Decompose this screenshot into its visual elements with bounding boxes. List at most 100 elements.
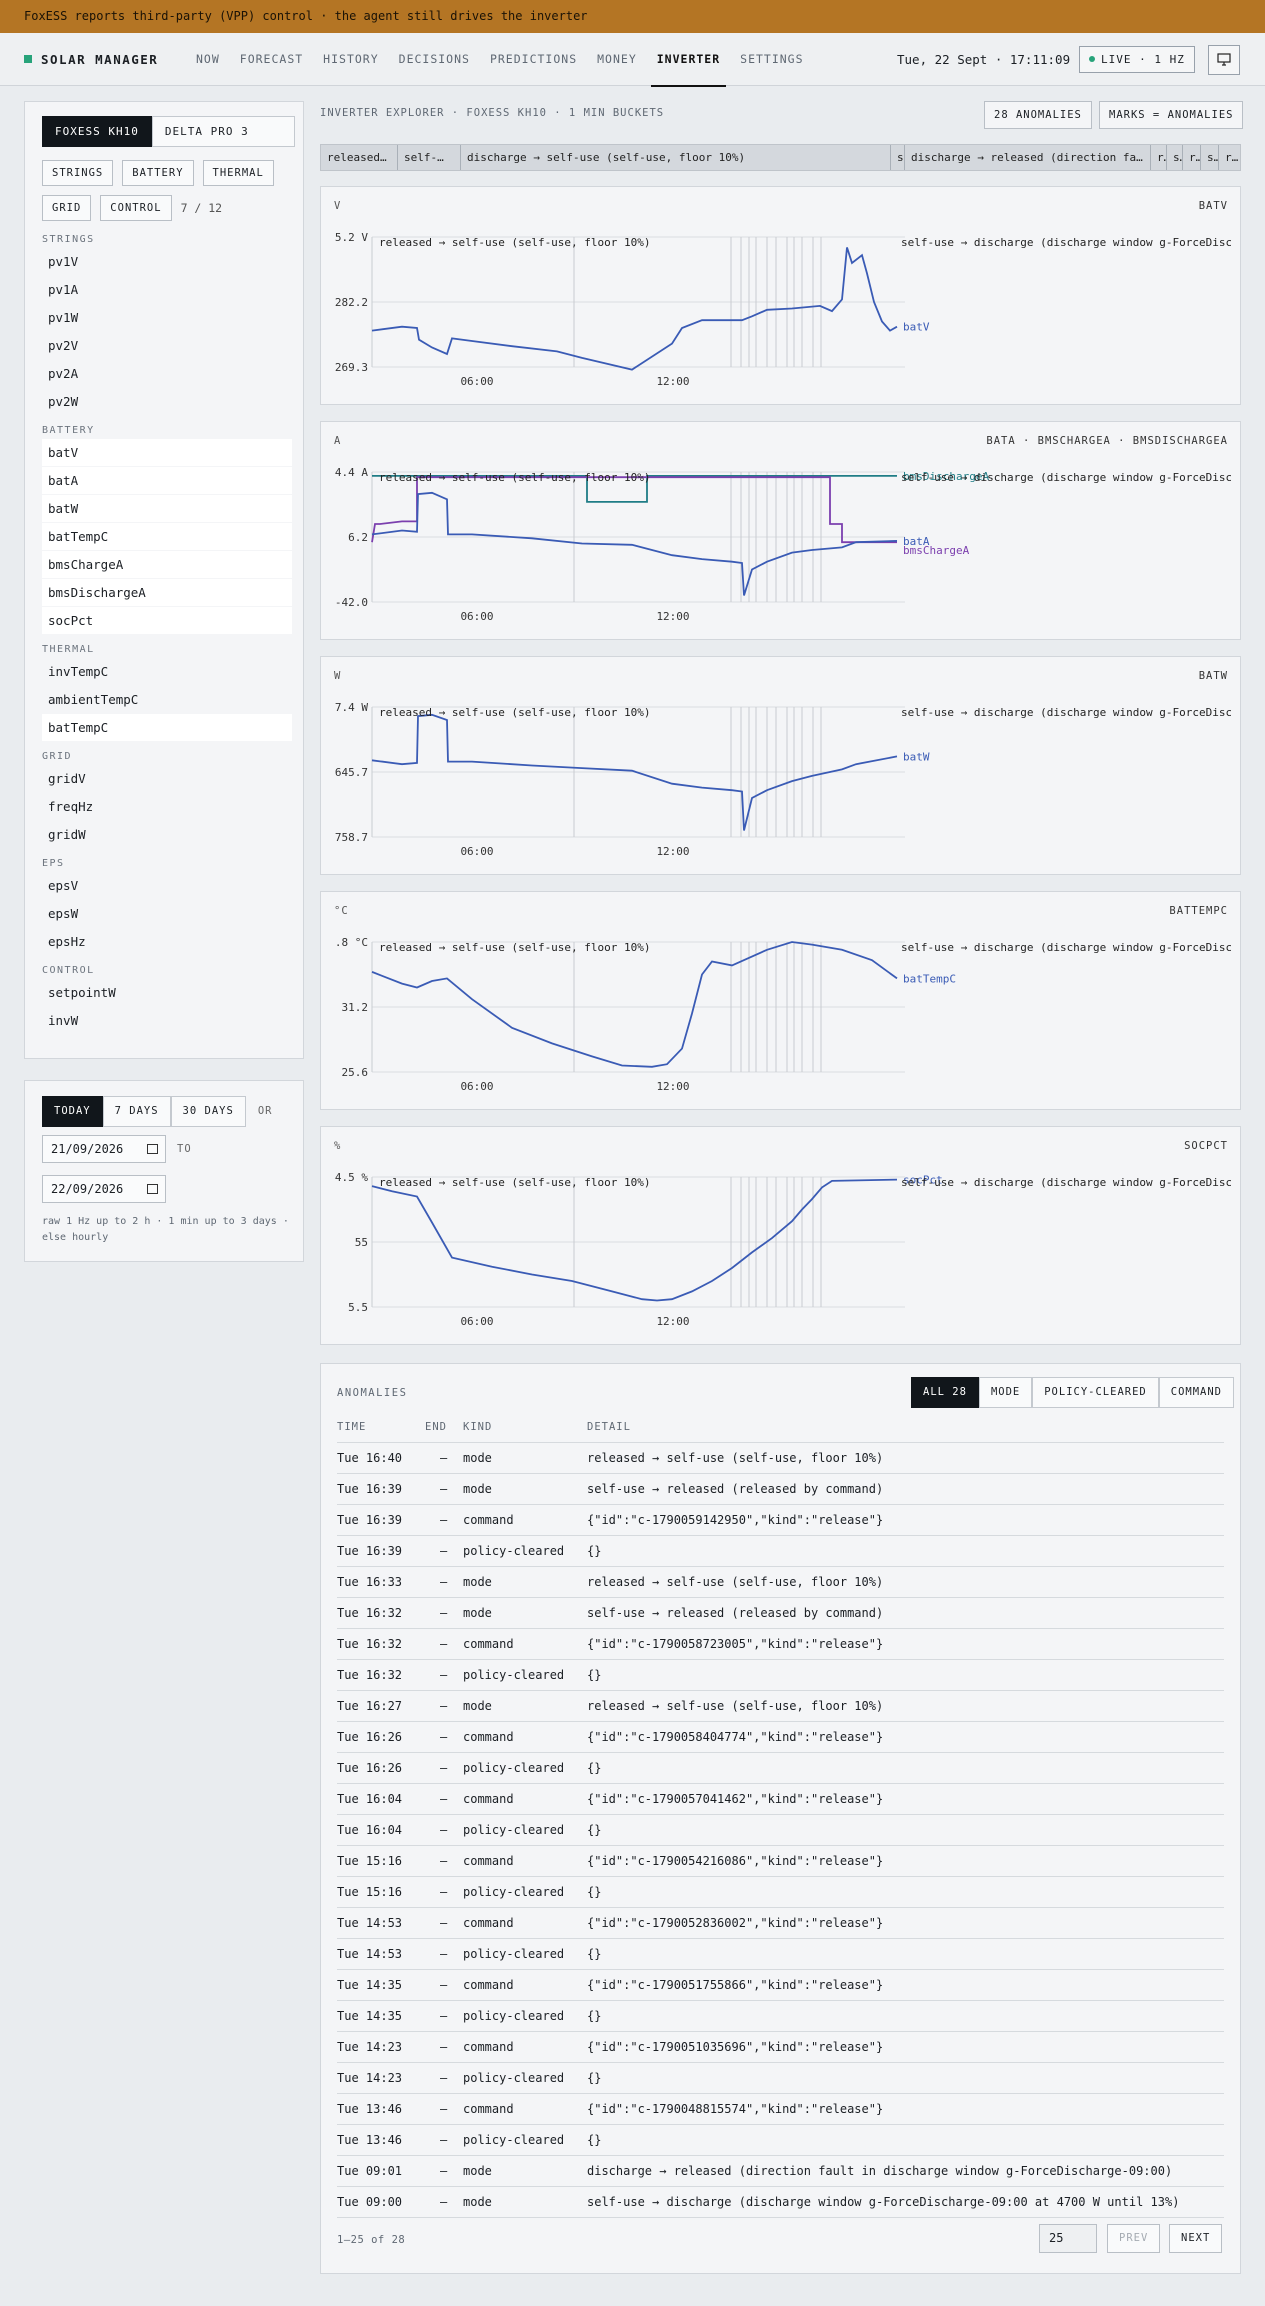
nav-tab-settings[interactable]: SETTINGS	[740, 52, 804, 66]
range-tab-today[interactable]: TODAY	[42, 1096, 103, 1127]
chart-svg[interactable]: 4.5 %555.518:0000:0006:0012:00socPctrele…	[321, 1127, 1242, 1346]
table-row[interactable]: Tue 16:32 – command {"id":"c-1790058723005"…	[337, 1628, 1224, 1659]
series-line-batW[interactable]	[371, 713, 898, 831]
table-row[interactable]: Tue 16:39 – mode self-use → released (relea…	[337, 1473, 1224, 1504]
metric-pv1V[interactable]: pv1V	[48, 254, 79, 269]
table-row[interactable]: Tue 16:40 – mode released → self-use (self-…	[337, 1442, 1224, 1473]
page-size-input[interactable]: 25	[1039, 2224, 1097, 2253]
metric-batTempC[interactable]: batTempC	[42, 714, 292, 741]
table-row[interactable]: Tue 14:35 – command {"id":"c-1790051755866"…	[337, 1969, 1224, 2000]
metric-bmsDischargeA[interactable]: bmsDischargeA	[42, 579, 292, 606]
metric-freqHz[interactable]: freqHz	[48, 799, 94, 814]
marks-button[interactable]: MARKS = ANOMALIES	[1099, 101, 1244, 129]
metric-pv2V[interactable]: pv2V	[48, 338, 79, 353]
table-row[interactable]: Tue 15:16 – policy-cleared {}	[337, 1876, 1224, 1907]
date-to-input[interactable]: 22/09/2026	[42, 1175, 166, 1203]
table-row[interactable]: Tue 15:16 – command {"id":"c-1790054216086"…	[337, 1845, 1224, 1876]
range-tab-7d[interactable]: 7 DAYS	[102, 1096, 171, 1127]
mode-segment[interactable]: released…	[321, 145, 398, 170]
device-tab-foxess[interactable]: FOXESS KH10	[42, 116, 152, 147]
chart-svg[interactable]: .8 °C31.225.618:0000:0006:0012:00batTemp…	[321, 892, 1242, 1111]
table-row[interactable]: Tue 16:27 – mode released → self-use (self-…	[337, 1690, 1224, 1721]
metric-epsV[interactable]: epsV	[48, 878, 79, 893]
filter-tab-mode[interactable]: MODE	[978, 1377, 1033, 1408]
series-line-batV[interactable]	[371, 247, 898, 371]
metric-batTempC[interactable]: batTempC	[42, 523, 292, 550]
metric-gridW[interactable]: gridW	[48, 827, 86, 842]
mode-segment[interactable]: s…	[891, 145, 905, 170]
metric-epsHz[interactable]: epsHz	[48, 934, 86, 949]
nav-tab-money[interactable]: MONEY	[597, 52, 637, 66]
mode-segment[interactable]: self-…	[398, 145, 461, 170]
metric-pv2W[interactable]: pv2W	[48, 394, 79, 409]
metric-setpointW[interactable]: setpointW	[48, 985, 116, 1000]
mode-segment[interactable]: discharge → self-use (self-use, floor 10…	[461, 145, 891, 170]
metric-pv1A[interactable]: pv1A	[48, 282, 79, 297]
metric-batA[interactable]: batA	[42, 467, 292, 494]
group-button-battery[interactable]: BATTERY	[122, 160, 194, 186]
table-row[interactable]: Tue 13:46 – policy-cleared {}	[337, 2124, 1224, 2155]
nav-tab-inverter[interactable]: INVERTER	[650, 33, 727, 87]
prev-page-button[interactable]: PREV	[1107, 2224, 1161, 2253]
table-row[interactable]: Tue 16:32 – mode self-use → released (relea…	[337, 1597, 1224, 1628]
table-row[interactable]: Tue 16:26 – policy-cleared {}	[337, 1752, 1224, 1783]
mode-segment[interactable]: r…	[1219, 145, 1240, 170]
nav-tab-now[interactable]: NOW	[196, 52, 220, 66]
filter-tab-all[interactable]: ALL 28	[911, 1377, 979, 1408]
metric-invW[interactable]: invW	[48, 1013, 79, 1028]
nav-tab-history[interactable]: HISTORY	[323, 52, 379, 66]
series-line-bmsDischargeA[interactable]	[372, 475, 897, 503]
date-from-input[interactable]: 21/09/2026	[42, 1135, 166, 1163]
metric-batW[interactable]: batW	[42, 495, 292, 522]
chart-svg[interactable]: 4.4 A6.2-42.018:0000:0006:0012:00bmsDisc…	[321, 422, 1242, 641]
metric-socPct[interactable]: socPct	[42, 607, 292, 634]
metric-gridV[interactable]: gridV	[48, 771, 86, 786]
chart-svg[interactable]: 5.2 V282.2269.318:0000:0006:0012:00batVr…	[321, 187, 1242, 406]
group-button-thermal[interactable]: THERMAL	[202, 160, 274, 186]
next-page-button[interactable]: NEXT	[1169, 2224, 1223, 2253]
table-row[interactable]: Tue 14:53 – command {"id":"c-1790052836002"…	[337, 1907, 1224, 1938]
metric-invTempC[interactable]: invTempC	[48, 664, 109, 679]
series-line-socPct[interactable]	[371, 1178, 898, 1302]
metric-ambientTempC[interactable]: ambientTempC	[48, 692, 139, 707]
table-row[interactable]: Tue 16:33 – mode released → self-use (self-…	[337, 1566, 1224, 1597]
metric-bmsChargeA[interactable]: bmsChargeA	[42, 551, 292, 578]
group-button-control[interactable]: CONTROL	[100, 195, 172, 221]
table-row[interactable]: Tue 16:04 – policy-cleared {}	[337, 1814, 1224, 1845]
range-tab-30d[interactable]: 30 DAYS	[170, 1096, 246, 1127]
table-row[interactable]: Tue 13:46 – command {"id":"c-1790048815574"…	[337, 2093, 1224, 2124]
table-row[interactable]: Tue 14:23 – command {"id":"c-1790051035696"…	[337, 2031, 1224, 2062]
mode-segment[interactable]: r…	[1151, 145, 1167, 170]
table-row[interactable]: Tue 14:35 – policy-cleared {}	[337, 2000, 1224, 2031]
table-row[interactable]: Tue 16:26 – command {"id":"c-1790058404774"…	[337, 1721, 1224, 1752]
series-line-bmsChargeA[interactable]	[371, 476, 897, 544]
metric-pv1W[interactable]: pv1W	[48, 310, 79, 325]
table-row[interactable]: Tue 14:53 – policy-cleared {}	[337, 1938, 1224, 1969]
mode-segment[interactable]: s…	[1167, 145, 1183, 170]
series-line-batA[interactable]	[371, 491, 898, 596]
nav-tab-predictions[interactable]: PREDICTIONS	[489, 52, 578, 66]
series-line-batTempC[interactable]	[371, 941, 898, 1068]
chart-svg[interactable]: 7.4 W645.7758.718:0000:0006:0012:00batWr…	[321, 657, 1242, 876]
app-logo[interactable]: SOLAR MANAGER	[24, 33, 158, 86]
anomalies-count-button[interactable]: 28 ANOMALIES	[984, 101, 1092, 129]
table-row[interactable]: Tue 16:04 – command {"id":"c-1790057041462"…	[337, 1783, 1224, 1814]
table-row[interactable]: Tue 16:39 – command {"id":"c-1790059142950"…	[337, 1504, 1224, 1535]
filter-tab-policy-cleared[interactable]: POLICY-CLEARED	[1032, 1377, 1159, 1408]
device-tab-delta[interactable]: DELTA PRO 3	[151, 116, 295, 147]
live-badge[interactable]: LIVE · 1 HZ	[1079, 46, 1195, 73]
table-row[interactable]: Tue 09:00 – mode self-use → discharge (disc…	[337, 2186, 1224, 2217]
display-mode-button[interactable]	[1208, 45, 1240, 75]
filter-tab-command[interactable]: COMMAND	[1158, 1377, 1235, 1408]
table-row[interactable]: Tue 16:39 – policy-cleared {}	[337, 1535, 1224, 1566]
metric-batV[interactable]: batV	[42, 439, 292, 466]
group-button-grid[interactable]: GRID	[42, 195, 92, 221]
metric-epsW[interactable]: epsW	[48, 906, 79, 921]
nav-tab-forecast[interactable]: FORECAST	[239, 52, 304, 66]
mode-segment[interactable]: s…	[1201, 145, 1219, 170]
table-row[interactable]: Tue 09:01 – mode discharge → released (dire…	[337, 2155, 1224, 2186]
metric-pv2A[interactable]: pv2A	[48, 366, 79, 381]
table-row[interactable]: Tue 14:23 – policy-cleared {}	[337, 2062, 1224, 2093]
nav-tab-decisions[interactable]: DECISIONS	[398, 52, 470, 66]
mode-segment[interactable]: r…	[1183, 145, 1201, 170]
